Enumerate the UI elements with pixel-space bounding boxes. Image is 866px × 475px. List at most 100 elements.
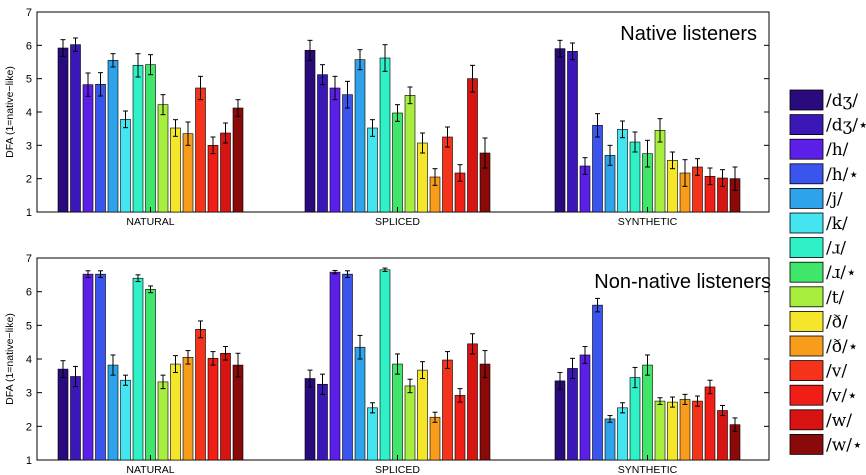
bar xyxy=(717,410,728,461)
legend-label: /k/ xyxy=(826,214,848,234)
bars-group xyxy=(57,267,741,461)
bar xyxy=(95,84,106,213)
bar xyxy=(317,74,328,213)
legend-label: /ð/ xyxy=(826,312,848,332)
bar xyxy=(442,136,453,213)
bar xyxy=(442,359,453,461)
bar xyxy=(467,343,478,461)
bar xyxy=(107,364,119,461)
native-listeners-panel: 1 2 3 4 5 6 7 NATURAL SPLICED SYNTHETIC DFA (1=n… xyxy=(4,7,770,228)
bar xyxy=(207,358,219,461)
bar xyxy=(170,363,181,461)
bar xyxy=(692,400,703,461)
legend-label: /dʒ/⋆ xyxy=(826,116,866,136)
y-tick-label: 1 xyxy=(26,207,32,219)
bar xyxy=(220,132,231,213)
bar xyxy=(329,271,341,461)
bar xyxy=(157,104,169,213)
panel-title: Native listeners xyxy=(620,23,757,45)
bar xyxy=(554,380,566,461)
y-tick-label: 7 xyxy=(26,7,32,19)
y-tick-label: 6 xyxy=(26,40,32,52)
legend-swatch xyxy=(789,286,824,308)
x-category-label: SYNTHETIC xyxy=(618,464,678,475)
y-axis-label: DFA (1=native−like) xyxy=(4,66,16,158)
bar xyxy=(579,354,591,461)
y-tick-label: 4 xyxy=(26,107,32,119)
bar xyxy=(82,273,94,461)
x-categories: NATURAL SPLICED SYNTHETIC xyxy=(126,455,678,475)
y-tick-label: 5 xyxy=(26,320,32,332)
bar xyxy=(57,47,69,213)
legend-swatch xyxy=(789,212,824,234)
legend-swatch xyxy=(789,433,824,455)
y-tick-label: 2 xyxy=(26,174,32,186)
legend-swatch xyxy=(789,138,824,160)
legend-label: /t/ xyxy=(826,288,845,308)
y-tick-label: 7 xyxy=(26,253,32,265)
bar xyxy=(232,364,244,461)
bar xyxy=(317,383,328,461)
bar xyxy=(304,50,316,213)
y-ticks: 1 2 3 4 5 6 7 xyxy=(26,7,769,219)
bar xyxy=(654,400,666,461)
bar xyxy=(145,289,156,461)
bar xyxy=(567,51,578,213)
bar xyxy=(95,273,106,461)
bar xyxy=(629,377,641,461)
bar xyxy=(567,368,578,461)
non-native-listeners-panel: 1 2 3 4 5 6 7 NATURAL SPLICED SYNTHETIC DFA (1=n… xyxy=(4,253,771,475)
bar xyxy=(617,129,628,213)
bar xyxy=(392,112,403,213)
bar xyxy=(329,87,341,213)
legend-label: /w/⋆ xyxy=(826,435,863,455)
legend-label: /ɹ/ xyxy=(826,239,846,259)
x-categories: NATURAL SPLICED SYNTHETIC xyxy=(126,207,678,228)
legend-swatch xyxy=(789,261,824,283)
legend-swatch xyxy=(789,89,824,111)
y-tick-label: 3 xyxy=(26,388,32,400)
bar xyxy=(195,87,206,213)
x-category-label: SYNTHETIC xyxy=(618,216,678,228)
y-axis-label: DFA (1=native−like) xyxy=(4,313,16,405)
bar xyxy=(554,48,566,213)
bar xyxy=(220,352,231,461)
bar xyxy=(654,130,666,213)
bar xyxy=(679,399,691,461)
y-tick-label: 6 xyxy=(26,287,32,299)
legend-swatch xyxy=(789,237,824,259)
legend-swatch xyxy=(789,187,824,209)
bar xyxy=(132,65,144,213)
bar xyxy=(379,269,391,461)
bar xyxy=(704,386,716,461)
bar xyxy=(467,78,478,213)
bar xyxy=(417,369,428,461)
bar xyxy=(354,346,366,461)
bar xyxy=(304,378,316,461)
bar xyxy=(429,416,441,461)
bar xyxy=(120,119,131,213)
bar xyxy=(404,385,416,461)
y-ticks: 1 2 3 4 5 6 7 xyxy=(26,253,769,467)
bar xyxy=(57,368,69,461)
bar xyxy=(367,127,378,213)
legend-label: /h/ xyxy=(826,140,849,160)
legend-label: /h/⋆ xyxy=(826,165,859,185)
legend-label: /ð/⋆ xyxy=(826,337,858,357)
bar xyxy=(120,379,131,461)
bar xyxy=(195,329,206,461)
x-category-label: NATURAL xyxy=(126,216,174,228)
y-tick-label: 1 xyxy=(26,455,32,467)
bar xyxy=(70,376,81,461)
legend-swatch xyxy=(789,409,824,431)
legend-label: /ɹ/⋆ xyxy=(826,263,857,283)
bar xyxy=(479,363,491,461)
bar xyxy=(170,127,181,213)
y-tick-label: 4 xyxy=(26,354,32,366)
x-category-label: SPLICED xyxy=(375,464,420,475)
legend-label: /v/⋆ xyxy=(826,386,858,406)
bar xyxy=(182,357,194,461)
bar xyxy=(379,57,391,213)
bar xyxy=(82,84,94,213)
